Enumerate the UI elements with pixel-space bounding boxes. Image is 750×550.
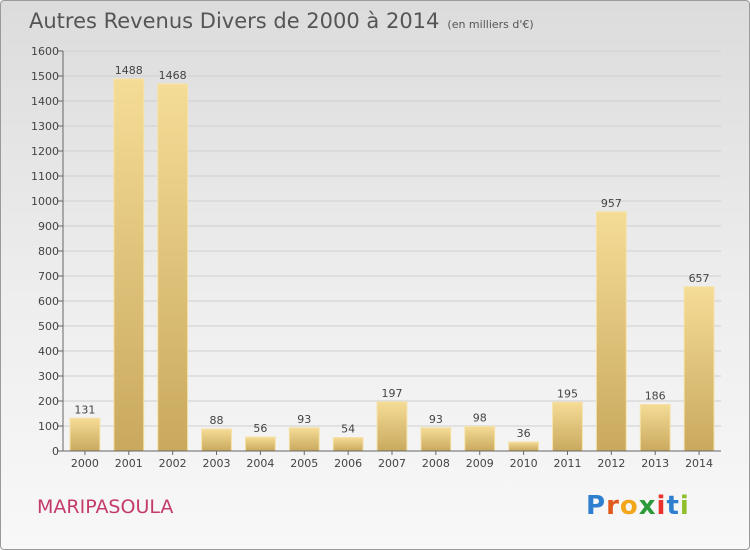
data-label: 657	[689, 272, 710, 285]
bar	[244, 436, 276, 452]
data-label: 1468	[159, 69, 187, 82]
y-tick-label: 1100	[31, 170, 59, 183]
chart-title: Autres Revenus Divers de 2000 à 2014 (en …	[29, 9, 534, 33]
x-tick-label: 2000	[71, 457, 99, 470]
y-axis: 0 100 200 300 400 500 600 700 800 900 1000 1100 1200…	[31, 45, 64, 458]
bar	[113, 78, 145, 452]
data-label: 186	[645, 390, 666, 403]
logo-letter: o	[619, 491, 639, 521]
y-tick-label: 0	[52, 445, 59, 458]
x-tick-label: 2002	[159, 457, 187, 470]
x-tick-label: 2001	[115, 457, 143, 470]
y-tick-label: 100	[38, 420, 59, 433]
y-tick-label: 400	[38, 345, 59, 358]
y-tick-label: 300	[38, 370, 59, 383]
x-tick-label: 2013	[641, 457, 669, 470]
x-tick-label: 2014	[685, 457, 713, 470]
bar	[420, 427, 452, 452]
x-tick-label: 2004	[246, 457, 274, 470]
subtitle-text: (en milliers d'€)	[447, 18, 534, 31]
bar	[288, 427, 320, 452]
logo-letter: t	[666, 491, 680, 521]
logo-letter: x	[638, 491, 657, 521]
logo-letter: i	[656, 491, 667, 521]
logo-letter: r	[606, 491, 620, 521]
bar	[683, 286, 715, 452]
x-tick-label: 2008	[422, 457, 450, 470]
data-label: 98	[473, 412, 487, 425]
y-tick-label: 1300	[31, 120, 59, 133]
x-tick-label: 2011	[553, 457, 581, 470]
data-label: 36	[517, 427, 531, 440]
y-tick-label: 1200	[31, 145, 59, 158]
y-tick-label: 200	[38, 395, 59, 408]
x-axis: 2000 2001 2002 2003 2004 2005 2006 2007 2008 2009…	[71, 451, 713, 470]
proxiti-logo: Proxiti	[586, 491, 690, 521]
bar	[69, 417, 101, 452]
data-label: 88	[210, 414, 224, 427]
title-text: Autres Revenus Divers de 2000 à 2014	[29, 9, 440, 33]
data-label: 1488	[115, 64, 143, 77]
bar	[376, 401, 408, 452]
bars: 131 1488 1468 88 56 93 54 197 93 98 36 195 957 186 657	[69, 64, 715, 452]
data-label: 131	[74, 403, 95, 416]
x-tick-label: 2006	[334, 457, 362, 470]
bar	[201, 428, 232, 452]
y-tick-label: 1600	[31, 45, 59, 58]
y-tick-label: 700	[38, 270, 59, 283]
x-tick-label: 2007	[378, 457, 406, 470]
y-tick-label: 1500	[31, 70, 59, 83]
data-label: 54	[341, 423, 355, 436]
data-label: 56	[253, 422, 267, 435]
y-tick-label: 1400	[31, 95, 59, 108]
bar	[552, 401, 583, 452]
y-tick-label: 900	[38, 220, 59, 233]
y-tick-label: 800	[38, 245, 59, 258]
y-tick-label: 600	[38, 295, 59, 308]
data-label: 93	[297, 413, 311, 426]
bar	[464, 426, 496, 452]
x-tick-label: 2003	[203, 457, 231, 470]
bar	[595, 211, 627, 452]
logo-letter: P	[586, 491, 607, 521]
data-label: 197	[382, 387, 403, 400]
commune-name: MARIPASOULA	[37, 496, 174, 518]
bar	[332, 437, 364, 452]
y-tick-label: 500	[38, 320, 59, 333]
data-label: 93	[429, 413, 443, 426]
x-tick-label: 2012	[597, 457, 625, 470]
x-tick-label: 2005	[290, 457, 318, 470]
data-label: 957	[601, 197, 622, 210]
x-tick-label: 2010	[510, 457, 538, 470]
logo-letter: i	[679, 491, 690, 521]
bar	[639, 404, 671, 452]
bar	[157, 83, 189, 452]
x-tick-label: 2009	[466, 457, 494, 470]
bar	[508, 441, 540, 452]
y-tick-label: 1000	[31, 195, 59, 208]
data-label: 195	[557, 387, 578, 400]
